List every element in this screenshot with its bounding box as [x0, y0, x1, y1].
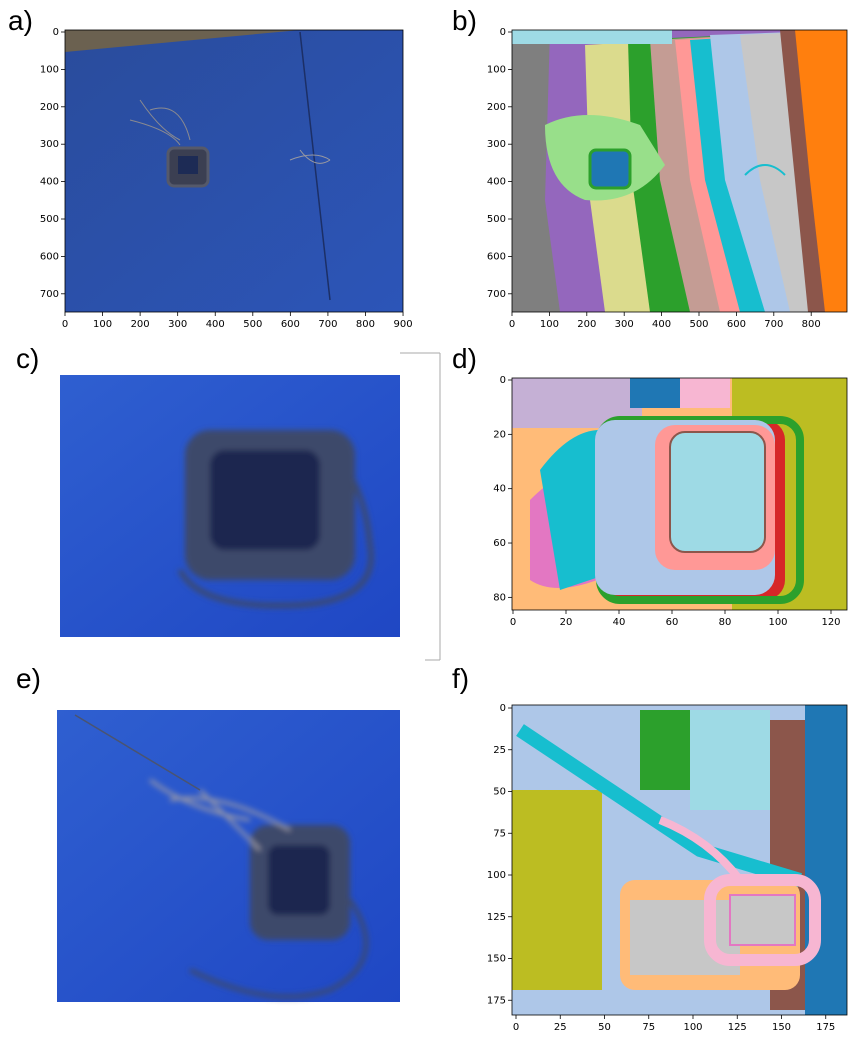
- y-tick-label: 0: [500, 375, 506, 386]
- segmentation-f: [512, 705, 847, 1015]
- x-tick-label: 0: [509, 319, 515, 330]
- segmentation-b: [512, 30, 847, 312]
- y-tick-label: 700: [40, 289, 59, 300]
- y-tick-label: 75: [493, 828, 506, 839]
- x-tick-label: 125: [728, 1022, 747, 1033]
- x-tick-label: 300: [168, 319, 187, 330]
- photo-a: [65, 30, 403, 312]
- x-tick-label: 100: [93, 319, 112, 330]
- x-tick-label: 175: [816, 1022, 835, 1033]
- y-tick-label: 400: [40, 177, 59, 188]
- x-tick-label: 700: [764, 319, 783, 330]
- panel-label: e): [16, 663, 41, 694]
- y-tick-label: 150: [487, 954, 506, 965]
- y-tick-label: 125: [487, 912, 506, 923]
- y-tick-label: 200: [487, 102, 506, 113]
- y-tick-label: 600: [487, 251, 506, 262]
- x-tick-label: 200: [131, 319, 150, 330]
- y-tick-label: 400: [487, 177, 506, 188]
- x-tick-label: 900: [393, 319, 412, 330]
- segmentation-d: [512, 378, 847, 610]
- y-tick-label: 700: [487, 289, 506, 300]
- x-tick-label: 400: [652, 319, 671, 330]
- x-tick-label: 500: [689, 319, 708, 330]
- y-tick-label: 80: [493, 592, 506, 603]
- photo-c: [60, 353, 440, 660]
- y-tick-label: 300: [40, 139, 59, 150]
- panel-label: c): [16, 343, 39, 374]
- y-tick-label: 0: [53, 27, 59, 38]
- y-tick-label: 0: [500, 703, 506, 714]
- x-tick-label: 800: [356, 319, 375, 330]
- x-tick-label: 25: [554, 1022, 567, 1033]
- panel-label: d): [452, 343, 477, 374]
- x-tick-label: 20: [560, 617, 573, 628]
- y-tick-label: 200: [40, 102, 59, 113]
- photo-e: [57, 710, 400, 1002]
- x-tick-label: 50: [598, 1022, 611, 1033]
- x-tick-label: 700: [318, 319, 337, 330]
- x-tick-label: 0: [513, 1022, 519, 1033]
- panel-label: f): [452, 663, 469, 694]
- y-tick-label: 25: [493, 745, 506, 756]
- x-tick-label: 0: [510, 617, 516, 628]
- x-tick-label: 400: [206, 319, 225, 330]
- x-tick-label: 150: [772, 1022, 791, 1033]
- y-tick-label: 100: [487, 64, 506, 75]
- x-tick-label: 200: [577, 319, 596, 330]
- x-tick-label: 40: [613, 617, 626, 628]
- y-tick-label: 60: [493, 538, 506, 549]
- y-tick-label: 100: [40, 64, 59, 75]
- x-tick-label: 120: [821, 617, 840, 628]
- y-tick-label: 500: [487, 214, 506, 225]
- y-tick-label: 600: [40, 251, 59, 262]
- y-tick-label: 20: [493, 429, 506, 440]
- x-tick-label: 300: [615, 319, 634, 330]
- figure: a)01002003004005006007008009000100200300…: [0, 0, 849, 1063]
- x-tick-label: 100: [683, 1022, 702, 1033]
- y-tick-label: 100: [487, 870, 506, 881]
- y-tick-label: 50: [493, 787, 506, 798]
- y-tick-label: 175: [487, 995, 506, 1006]
- panel-label: b): [452, 5, 477, 36]
- x-tick-label: 600: [727, 319, 746, 330]
- x-tick-label: 60: [666, 617, 679, 628]
- x-tick-label: 500: [243, 319, 262, 330]
- x-tick-label: 100: [768, 617, 787, 628]
- y-tick-label: 300: [487, 139, 506, 150]
- y-tick-label: 40: [493, 484, 506, 495]
- x-tick-label: 800: [802, 319, 821, 330]
- y-tick-label: 500: [40, 214, 59, 225]
- x-tick-label: 100: [540, 319, 559, 330]
- panel-label: a): [8, 5, 33, 36]
- x-tick-label: 75: [642, 1022, 655, 1033]
- y-tick-label: 0: [500, 27, 506, 38]
- x-tick-label: 600: [281, 319, 300, 330]
- x-tick-label: 80: [719, 617, 732, 628]
- x-tick-label: 0: [62, 319, 68, 330]
